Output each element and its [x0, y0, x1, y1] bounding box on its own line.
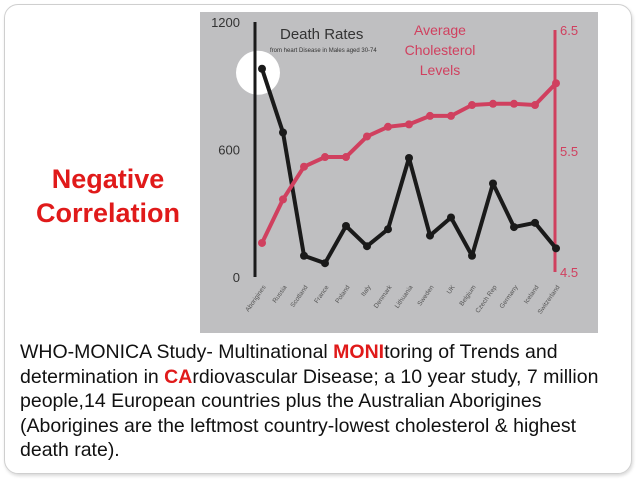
desc-highlight-moni: MONI [333, 341, 385, 363]
heading-line2: Correlation [35, 198, 181, 228]
x-tick-label: Scotland [289, 284, 309, 309]
right-title-2: Cholesterol [405, 42, 476, 58]
data-point [363, 242, 371, 251]
data-point [321, 259, 329, 268]
data-point [510, 99, 518, 108]
x-tick-label: Denmark [373, 284, 394, 310]
data-point [489, 179, 497, 188]
data-point [384, 122, 392, 131]
data-point [552, 244, 560, 253]
data-point [384, 225, 392, 234]
right-title-1: Average [414, 22, 466, 38]
data-point [342, 153, 350, 162]
x-tick-label: Sweden [416, 284, 435, 308]
chart-image: Death Rates from heart Disease in Males … [200, 12, 598, 333]
data-point [300, 251, 308, 260]
data-point [321, 153, 329, 162]
x-tick-label: Switzerland [537, 284, 562, 316]
x-tick-label: Italy [360, 284, 373, 298]
data-point [405, 154, 413, 162]
highlight-circle [236, 50, 280, 95]
chart-title: Death Rates [280, 26, 363, 43]
slide-heading: Negative Correlation [18, 162, 198, 230]
x-tick-label: Poland [334, 284, 352, 305]
data-point [279, 195, 287, 204]
data-point [531, 218, 539, 227]
data-point [468, 101, 476, 110]
data-point [426, 111, 434, 120]
right-tick-label: 5.5 [560, 144, 578, 159]
desc-highlight-ca: CA [164, 365, 193, 388]
desc-part1: WHO-MONICA Study- Multinational [20, 341, 334, 363]
data-point [279, 128, 287, 137]
data-point [468, 251, 476, 260]
x-tick-label: France [313, 284, 331, 305]
right-tick-label: 4.5 [560, 265, 578, 280]
x-tick-label: Belgium [458, 284, 477, 307]
chart-svg: Death Rates from heart Disease in Males … [211, 15, 578, 316]
x-tick-label: Iceland [523, 284, 541, 305]
x-tick-label: Russia [272, 284, 289, 305]
left-tick-label: 600 [218, 143, 240, 158]
x-tick-label: Lithuania [394, 284, 415, 310]
right-tick-label: 6.5 [560, 23, 578, 38]
data-point [552, 79, 560, 88]
x-tick-label: Czech Rep [474, 284, 498, 315]
data-point [258, 238, 266, 247]
heading-line1: Negative [51, 164, 165, 194]
left-tick-label: 1200 [211, 15, 240, 30]
x-tick-label: Germany [499, 284, 520, 311]
data-point [531, 101, 539, 110]
data-point [489, 99, 497, 108]
description-text: WHO-MONICA Study- Multinational MONItori… [20, 340, 630, 463]
data-point [510, 223, 518, 232]
data-point [447, 213, 455, 222]
data-point [447, 111, 455, 120]
right-title-3: Levels [420, 62, 460, 78]
x-tick-label: Aborigines [244, 284, 268, 314]
slide-frame [4, 4, 632, 474]
data-point [363, 132, 371, 141]
chart-subtitle: from heart Disease in Males aged 30-74 [270, 48, 377, 54]
x-tick-label: UK [446, 284, 457, 296]
data-point [300, 162, 308, 171]
data-point [426, 231, 434, 240]
data-point [258, 64, 266, 73]
data-point [405, 120, 413, 129]
left-tick-label: 0 [233, 270, 240, 285]
desc-part3: rdiovascular Disease; a 10 year study, 7… [20, 365, 599, 462]
desc-part2: toring of Trends and determination in [20, 341, 558, 388]
data-point [342, 222, 350, 230]
